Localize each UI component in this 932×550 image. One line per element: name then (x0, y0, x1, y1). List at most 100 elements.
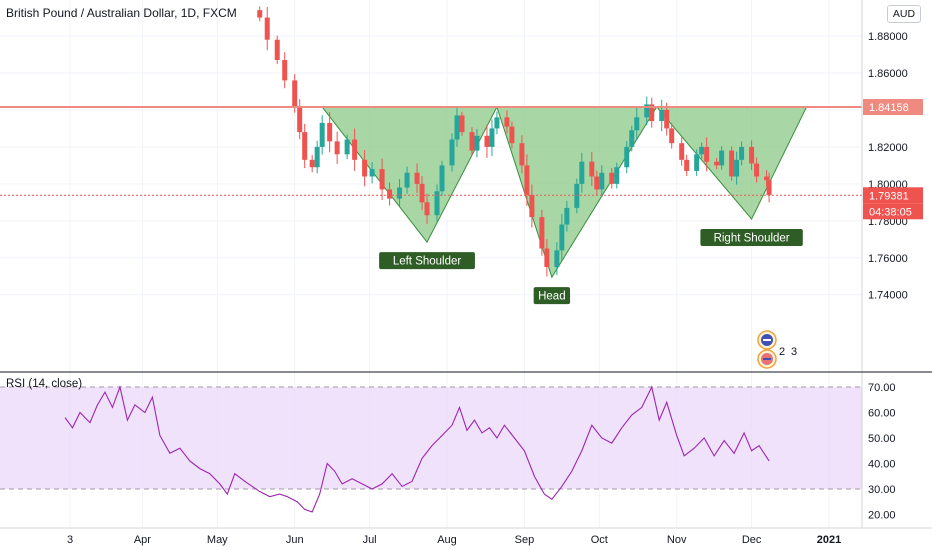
candle-body (292, 80, 298, 107)
time-tick-label: Dec (742, 534, 762, 546)
rsi-line (64, 385, 770, 513)
candle-body (694, 154, 700, 171)
price-overlays (0, 106, 862, 196)
candle-body (264, 17, 270, 40)
candle-body (387, 189, 393, 199)
candle-body (274, 39, 280, 61)
candle-body (764, 176, 770, 181)
pattern-label: Right Shoulder (700, 228, 803, 246)
rsi-pane (0, 385, 862, 513)
candle-body (439, 165, 445, 192)
candle-body (679, 143, 685, 160)
resistance-price-tag: 1.84158 (869, 102, 909, 114)
candle-body (699, 146, 705, 155)
head-shoulders-pattern: Left Shoulder Head Right Shoulder (321, 105, 808, 305)
candle-body (314, 146, 320, 168)
rsi-tick-label: 60.00 (868, 408, 896, 420)
candle-body (494, 117, 500, 129)
candle-body (509, 126, 515, 144)
candle-body (424, 202, 430, 216)
resistance-price-tag-bg (863, 99, 923, 116)
candle-body (539, 217, 545, 249)
pattern-label-bg (379, 252, 475, 270)
candle-body (609, 172, 615, 184)
candle-body (454, 115, 460, 140)
pattern-area (321, 105, 808, 279)
pattern-label-text: Left Shoulder (393, 256, 462, 268)
time-tick-label: Jun (286, 534, 304, 546)
candle-body (734, 159, 740, 177)
time-tick-label: Jul (363, 534, 377, 546)
rsi-tick-label: 40.00 (868, 459, 896, 471)
candle-body (282, 60, 288, 81)
candle-body (524, 165, 530, 195)
time-tick-label: 2021 (817, 534, 841, 546)
candle-body (309, 159, 315, 168)
candle-body (664, 109, 670, 129)
price-tick-label: 1.82000 (868, 142, 908, 154)
candle-body (344, 139, 350, 155)
candle-body (614, 167, 620, 184)
rsi-tick-label: 30.00 (868, 484, 896, 496)
candle-body (449, 139, 455, 166)
candle-body (644, 104, 650, 118)
candle-body (554, 250, 560, 268)
aud-event-flag-icon-stripe (763, 339, 771, 341)
candle-body (669, 128, 675, 144)
candle-body (594, 176, 600, 190)
candle-body (404, 172, 410, 188)
candle-body (459, 115, 465, 133)
candle-body (397, 187, 403, 199)
price-tick-label: 1.74000 (868, 290, 908, 302)
candle-body (529, 194, 535, 218)
currency-button[interactable]: AUD (887, 5, 921, 23)
gbp-event-flag-icon (757, 349, 777, 369)
candle-body (369, 169, 375, 177)
time-tick-label: Nov (667, 534, 687, 546)
candle-body (659, 109, 665, 122)
countdown-tag-bg (863, 203, 923, 220)
candle-body (469, 132, 475, 151)
candle-body (352, 139, 358, 160)
candle-body (749, 146, 755, 164)
rsi-tick-label: 70.00 (868, 382, 896, 394)
candle-body (599, 172, 605, 190)
time-tick-label: Sep (515, 534, 535, 546)
last-price-tag: 1.79381 (869, 190, 909, 202)
candle-body (434, 191, 440, 216)
time-tick-label: Oct (591, 534, 608, 546)
candle-body (574, 183, 580, 208)
gbp-event-flag-icon-stripe (763, 358, 771, 360)
candle-body (589, 161, 595, 177)
pattern-label-text: Head (538, 291, 566, 303)
time-tick-label: 3 (67, 534, 73, 546)
candle-body (544, 248, 550, 268)
aud-event-flag-icon (757, 330, 777, 350)
pattern-label-bg (533, 287, 571, 305)
candle-body (362, 159, 368, 177)
pattern-label-text: Right Shoulder (714, 232, 790, 244)
pattern-label: Head (533, 287, 571, 305)
candle-body (684, 159, 690, 171)
candle-body (704, 146, 710, 162)
candle-body (624, 146, 630, 168)
chart-title: British Pound / Australian Dollar, 1D, F… (6, 6, 237, 20)
candle-body (729, 150, 735, 177)
candle-body (379, 169, 385, 190)
candle-body (519, 143, 525, 166)
price-tick-label: 1.86000 (868, 68, 908, 80)
candle-body (559, 224, 565, 251)
candle-body (319, 122, 325, 147)
candlestick-series (257, 6, 772, 277)
rsi-title: RSI (14, close) (6, 378, 83, 390)
candle-body (334, 141, 340, 155)
time-tick-label: Apr (134, 534, 151, 546)
candle-body (302, 132, 308, 160)
candle-body (629, 130, 635, 147)
candle-body (754, 163, 760, 177)
candle-body (484, 135, 490, 147)
candle-body (297, 106, 303, 133)
rsi-tick-label: 50.00 (868, 433, 896, 445)
